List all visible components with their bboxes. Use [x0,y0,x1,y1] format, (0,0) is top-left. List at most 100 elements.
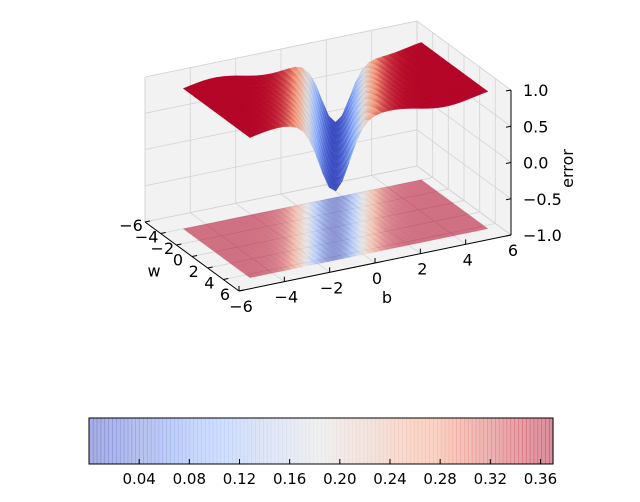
colorbar-band [228,418,233,464]
colorbar-band [545,418,550,464]
contour-cell [479,227,489,231]
colorbar-band [483,418,488,464]
b-tick-label: −2 [320,278,344,297]
b-tick-label: 4 [463,250,473,269]
colorbar-band [541,418,546,464]
colorbar-band [305,418,310,464]
gridline-z [144,129,512,200]
colorbar-tick-label: 0.36 [524,470,557,488]
colorbar-band [425,418,430,464]
w-tick-mark [144,220,151,223]
colorbar-band [417,418,423,464]
w-tick-mark [238,289,245,292]
error-surface [182,42,489,192]
colorbar-band [212,418,218,464]
colorbar-band [301,418,307,464]
colorbar-band [282,418,287,464]
w-axis-label: w [147,262,160,281]
colorbar-band [487,418,492,464]
colorbar-tick-label: 0.16 [273,470,306,488]
colorbar-band [444,418,450,464]
colorbar-band [363,418,368,464]
w-tick-mark [223,278,229,280]
colorbar-band [437,418,442,464]
error-tick-mark [505,162,512,164]
colorbar-band [104,418,109,464]
colorbar-band [259,418,264,464]
colorbar-band [193,418,198,464]
colorbar-band [189,418,194,464]
colorbar-band [498,418,504,464]
colorbar-band [495,418,500,464]
error-tick-label: 0.0 [523,154,548,173]
colorbar-band [394,418,399,464]
colorbar-band [348,418,353,464]
error-tick-mark [505,125,512,128]
colorbar-tick-label: 0.32 [474,470,507,488]
colorbar-band [324,418,330,464]
colorbar-band [359,418,365,464]
colorbar-band [220,418,225,464]
colorbar-band [529,418,535,464]
error-tick-label: −1.0 [523,226,562,245]
colorbar-band [506,418,512,464]
colorbar-band [116,418,121,464]
colorbar-band [243,418,249,464]
colorbar-band [332,418,338,464]
colorbar-band [413,418,419,464]
gridline-z [144,20,512,91]
colorbar-band [92,418,98,464]
colorbar-band [355,418,361,464]
colorbar-band [525,418,531,464]
colorbar-band [433,418,438,464]
colorbar-band [371,418,376,464]
colorbar-band [479,418,484,464]
colorbar-band [518,418,523,464]
colorbar-band [255,418,260,464]
colorbar-tick-label: 0.04 [122,470,155,488]
colorbar-band [344,418,349,464]
colorbar-band [154,418,160,464]
colorbar-band [421,418,426,464]
error-tick-mark [505,234,512,237]
colorbar-band [328,418,334,464]
colorbar-band [89,418,94,464]
colorbar-band [321,418,326,464]
colorbar-band [452,418,457,464]
colorbar-band [143,418,148,464]
colorbar-band [522,418,527,464]
colorbar-tick-label: 0.08 [173,470,206,488]
colorbar-band [127,418,133,464]
colorbar-band [475,418,481,464]
colorbar-tick-label: 0.24 [373,470,406,488]
colorbar-band [297,418,303,464]
w-tick-label: −2 [151,239,175,258]
error-axis-label: error [558,149,577,188]
colorbar-band [266,418,272,464]
colorbar-band [247,418,252,464]
colorbar-band [340,418,345,464]
b-tick-label: 6 [508,241,518,260]
colorbar-band [201,418,206,464]
colorbar-band [336,418,341,464]
error-tick-label: 0.5 [523,117,548,136]
colorbar-band [235,418,241,464]
colorbar-band [274,418,280,464]
colorbar-band [313,418,318,464]
colorbar-band [162,418,167,464]
surface-cell [247,133,257,138]
colorbar-tick-label: 0.12 [223,470,256,488]
colorbar-band [502,418,508,464]
colorbar-band [390,418,396,464]
colorbar-band [379,418,384,464]
colorbar-band [386,418,392,464]
colorbar-band [471,418,477,464]
colorbar-band [170,418,175,464]
colorbar-band [239,418,245,464]
colorbar-band [139,418,144,464]
error-tick-label: −0.5 [523,190,562,209]
axis-lines [144,89,512,292]
colorbar-band [197,418,202,464]
colorbar-band [286,418,291,464]
